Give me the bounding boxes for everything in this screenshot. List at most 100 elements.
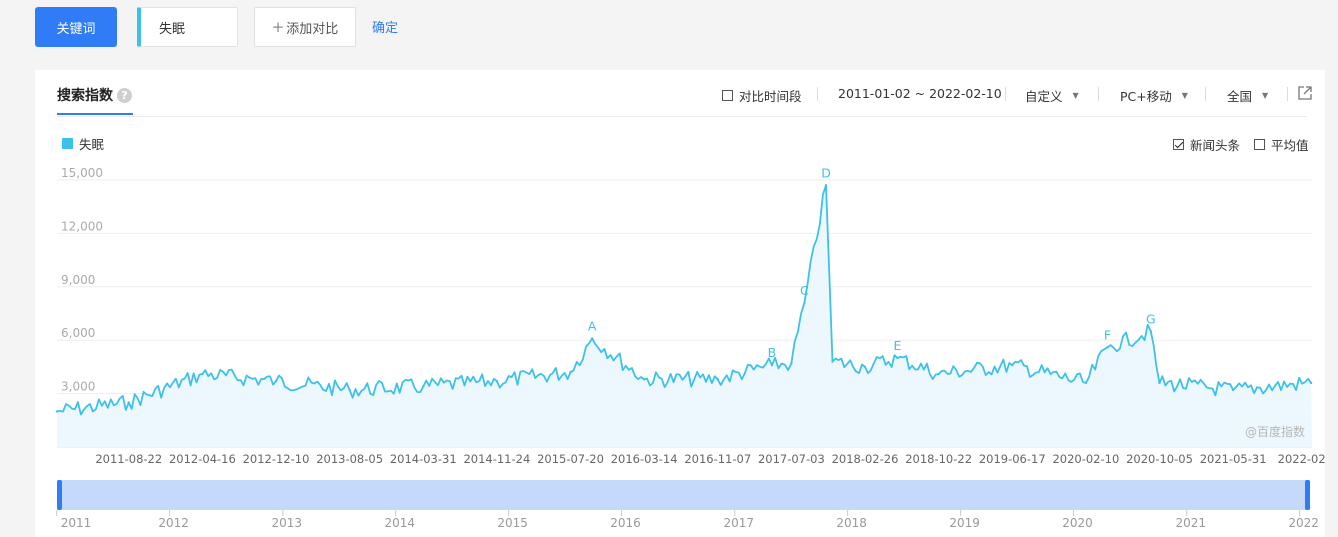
navigator-year-label: 2021 xyxy=(1175,516,1206,530)
data-point xyxy=(896,356,899,360)
baidu-index-watermark: @百度指数 xyxy=(1245,425,1306,439)
legend-swatch xyxy=(62,138,73,149)
news-marker-f: F xyxy=(1104,327,1111,342)
navigator-year-label: 2018 xyxy=(836,516,867,530)
data-point xyxy=(127,401,130,404)
navigator-year-label: 2011 xyxy=(61,516,92,530)
navigator-year-label: 2014 xyxy=(384,516,415,530)
data-point xyxy=(348,388,351,392)
data-point xyxy=(863,365,867,369)
x-tick-label: 2020-02-10 xyxy=(1052,452,1119,466)
divider xyxy=(1098,87,1099,101)
series-line-insomnia xyxy=(56,184,1312,416)
divider xyxy=(817,87,818,101)
caret-down-icon: ▼ xyxy=(1181,91,1188,100)
average-label: 平均值 xyxy=(1271,138,1309,153)
data-point xyxy=(831,360,834,363)
navigator-year-label: 2016 xyxy=(610,516,641,530)
export-icon[interactable] xyxy=(1298,86,1312,100)
data-point xyxy=(770,363,774,367)
tab-search-index-label: 搜索指数 xyxy=(57,88,113,104)
data-point xyxy=(274,379,278,383)
tab-search-index[interactable]: 搜索指数 ? xyxy=(57,85,132,105)
navigator-left-handle[interactable] xyxy=(57,480,62,510)
data-point xyxy=(201,372,204,376)
header-divider xyxy=(57,116,1307,117)
divider xyxy=(1287,87,1288,101)
add-compare-label: 添加对比 xyxy=(286,21,339,37)
average-toggle[interactable]: 平均值 xyxy=(1254,135,1309,154)
data-point xyxy=(1158,381,1161,385)
time-navigator[interactable] xyxy=(57,480,1310,510)
search-index-chart: 3,000 6,000 9,000 12,000 15,000 A B C D E F G 2011-0… xyxy=(55,165,1325,466)
compare-period-toggle[interactable]: 对比时间段 xyxy=(722,86,802,105)
data-point xyxy=(803,301,806,305)
x-tick-label: 2016-03-14 xyxy=(611,452,678,466)
x-tick-label: 2012-12-10 xyxy=(243,452,310,466)
navigator-year-label: 2020 xyxy=(1062,516,1093,530)
divider xyxy=(1205,87,1206,101)
data-point xyxy=(422,385,425,388)
navigator-year-label: 2019 xyxy=(949,516,980,530)
compare-period-checkbox[interactable] xyxy=(722,90,733,101)
data-point xyxy=(642,378,646,381)
x-tick-label: 2022-02-07 xyxy=(1278,452,1325,466)
data-point xyxy=(55,410,59,413)
news-marker-a: A xyxy=(588,318,597,333)
custom-select[interactable]: 自定义 ▼ xyxy=(1025,86,1079,105)
x-tick-label: 2018-02-26 xyxy=(832,452,899,466)
keyword-chip[interactable]: 失眠 xyxy=(137,7,238,47)
help-icon[interactable]: ? xyxy=(117,87,132,103)
device-select[interactable]: PC+移动 ▼ xyxy=(1120,86,1188,105)
x-tick-label: 2017-07-03 xyxy=(758,452,825,466)
news-headline-toggle[interactable]: 新闻头条 xyxy=(1173,135,1240,154)
news-marker-g: G xyxy=(1146,311,1156,326)
series-area xyxy=(57,185,1312,448)
x-tick-label: 2014-11-24 xyxy=(463,452,530,466)
x-tick-label: 2018-10-22 xyxy=(905,452,972,466)
data-point xyxy=(1231,388,1235,392)
keyword-value: 失眠 xyxy=(159,21,186,37)
news-marker-b: B xyxy=(768,345,777,360)
navigator-right-handle[interactable] xyxy=(1305,480,1310,510)
data-point xyxy=(1309,381,1313,385)
plus-icon: + xyxy=(271,18,285,36)
date-range-value: 2011-01-02 ~ 2022-02-10 xyxy=(838,86,1002,101)
x-tick-label: 2015-07-20 xyxy=(537,452,604,466)
x-tick-label: 2016-11-07 xyxy=(684,452,751,466)
y-tick-label: 6,000 xyxy=(61,326,95,340)
data-point xyxy=(937,372,940,376)
navigator-year-label: 2022 xyxy=(1288,516,1319,530)
x-tick-label: 2011-08-22 xyxy=(95,452,162,466)
news-headline-checkbox[interactable] xyxy=(1173,139,1184,150)
y-tick-label: 9,000 xyxy=(61,273,95,287)
legend-series-name: 失眠 xyxy=(79,137,105,152)
news-headline-label: 新闻头条 xyxy=(1190,138,1241,153)
x-tick-label: 2020-10-05 xyxy=(1126,452,1193,466)
chart-legend: 失眠 xyxy=(62,134,104,153)
x-tick-label: 2012-04-16 xyxy=(169,452,236,466)
y-tick-label: 3,000 xyxy=(61,380,95,394)
navigator-year-axis: 2011 2012 2013 2014 2015 2016 2017 2018 2019 2020… xyxy=(56,510,1319,530)
data-point xyxy=(790,362,793,365)
data-point xyxy=(1011,363,1014,367)
divider xyxy=(1005,87,1006,101)
confirm-link[interactable]: 确定 xyxy=(372,21,399,36)
y-tick-label: 15,000 xyxy=(61,166,103,180)
compare-period-label: 对比时间段 xyxy=(739,89,802,104)
news-marker-d: D xyxy=(821,165,831,180)
date-range-picker[interactable]: 2011-01-02 ~ 2022-02-10 xyxy=(838,86,1002,101)
device-select-value: PC+移动 xyxy=(1120,89,1172,104)
data-point xyxy=(1149,330,1153,333)
data-point xyxy=(716,378,719,381)
navigator-year-label: 2015 xyxy=(497,516,528,530)
navigator-year-label: 2013 xyxy=(272,516,303,530)
average-checkbox[interactable] xyxy=(1254,139,1265,150)
caret-down-icon: ▼ xyxy=(1262,91,1269,100)
region-select[interactable]: 全国 ▼ xyxy=(1227,86,1268,105)
keyword-button[interactable]: 关键词 xyxy=(35,7,117,47)
data-point xyxy=(824,184,828,187)
y-tick-label: 12,000 xyxy=(61,219,103,233)
data-point xyxy=(569,371,572,374)
add-compare-button[interactable]: + 添加对比 xyxy=(254,7,356,47)
